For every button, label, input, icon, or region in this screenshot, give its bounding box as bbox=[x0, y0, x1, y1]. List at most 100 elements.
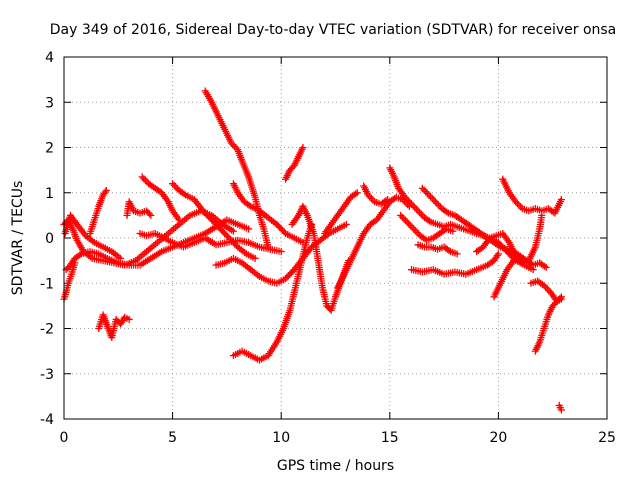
data-point bbox=[245, 201, 253, 209]
x-tick-label: 10 bbox=[272, 430, 290, 446]
series-arc-10 bbox=[169, 180, 259, 262]
data-point bbox=[445, 246, 453, 254]
data-point bbox=[342, 220, 350, 228]
data-point bbox=[147, 211, 155, 219]
series-arc-14 bbox=[229, 220, 316, 364]
data-point bbox=[425, 191, 433, 199]
chart-title: Day 349 of 2016, Sidereal Day-to-day VTE… bbox=[50, 22, 617, 38]
data-point bbox=[277, 248, 285, 256]
data-point bbox=[543, 285, 551, 293]
data-point bbox=[125, 315, 133, 323]
data-point bbox=[145, 210, 153, 218]
data-point bbox=[299, 144, 307, 151]
series-arc-19 bbox=[360, 182, 392, 208]
data-point bbox=[557, 295, 565, 303]
data-point bbox=[141, 176, 149, 184]
data-point bbox=[116, 254, 124, 262]
data-point bbox=[541, 262, 549, 270]
series-arc-07 bbox=[123, 198, 155, 219]
data-point bbox=[400, 215, 408, 223]
y-tick-label: 3 bbox=[45, 95, 54, 111]
data-point bbox=[411, 203, 419, 211]
data-point bbox=[516, 252, 524, 260]
y-tick-label: -1 bbox=[40, 276, 54, 292]
data-point bbox=[416, 209, 424, 217]
series-arc-24 bbox=[408, 250, 502, 278]
data-point bbox=[494, 250, 502, 258]
data-point bbox=[410, 225, 418, 233]
series-arc-13 bbox=[229, 180, 307, 247]
data-point bbox=[180, 190, 188, 198]
data-point bbox=[423, 189, 431, 197]
series-arc-15 bbox=[282, 144, 307, 183]
data-point bbox=[403, 218, 411, 226]
x-tick-label: 0 bbox=[60, 430, 69, 446]
data-point bbox=[414, 207, 422, 215]
series-arc-28 bbox=[531, 293, 565, 355]
series-arc-18 bbox=[334, 193, 413, 292]
data-points bbox=[60, 87, 565, 414]
y-axis-label: SDTVAR / TECUs bbox=[10, 181, 26, 296]
data-point bbox=[175, 216, 183, 224]
data-point bbox=[495, 242, 503, 250]
series-arc-08 bbox=[138, 173, 183, 224]
data-point bbox=[514, 253, 522, 261]
series-arc-21 bbox=[397, 211, 457, 244]
data-point bbox=[169, 180, 177, 188]
data-point bbox=[433, 199, 441, 207]
y-tick-label: 0 bbox=[45, 231, 54, 247]
y-tick-label: 1 bbox=[45, 186, 54, 202]
data-point bbox=[352, 190, 360, 198]
data-point bbox=[229, 227, 237, 235]
x-tick-label: 15 bbox=[381, 430, 399, 446]
data-point bbox=[245, 225, 253, 233]
data-point bbox=[76, 251, 84, 259]
data-point bbox=[397, 211, 405, 219]
x-tick-label: 5 bbox=[168, 430, 177, 446]
data-point bbox=[417, 210, 425, 218]
data-point bbox=[430, 196, 438, 204]
y-tick-label: -3 bbox=[40, 367, 54, 383]
data-point bbox=[408, 223, 416, 231]
data-point bbox=[231, 142, 239, 150]
data-point bbox=[402, 216, 410, 224]
data-point bbox=[515, 201, 523, 209]
series-arc-09 bbox=[136, 229, 285, 256]
x-tick-label: 25 bbox=[598, 430, 616, 446]
data-point bbox=[453, 250, 461, 258]
data-point bbox=[398, 213, 406, 221]
series-arc-22 bbox=[414, 241, 461, 258]
data-point bbox=[140, 175, 148, 183]
data-point bbox=[411, 227, 419, 235]
series-arc-16 bbox=[288, 202, 353, 314]
series-arc-17 bbox=[321, 189, 361, 237]
x-axis-label: GPS time / hours bbox=[277, 458, 394, 474]
series-arc-26 bbox=[490, 252, 524, 301]
data-point bbox=[367, 194, 375, 202]
series-arc-29 bbox=[527, 277, 565, 305]
grid bbox=[64, 57, 607, 419]
series-arc-23 bbox=[418, 184, 550, 271]
data-point bbox=[102, 186, 110, 194]
axis-ticks: -4 -3 -2 -1 0 1 2 3 4 0 5 10 15 20 25 bbox=[40, 50, 616, 446]
data-point bbox=[170, 181, 178, 189]
data-point bbox=[418, 184, 426, 192]
data-point bbox=[101, 188, 109, 196]
data-point bbox=[427, 193, 435, 201]
x-tick-label: 20 bbox=[489, 430, 507, 446]
plot-frame bbox=[63, 56, 608, 420]
data-point bbox=[420, 186, 428, 194]
data-point bbox=[413, 228, 421, 236]
series-arc-27 bbox=[499, 175, 565, 217]
data-point bbox=[443, 208, 451, 216]
data-point bbox=[138, 173, 146, 181]
data-point bbox=[409, 202, 417, 210]
series-arc-04 bbox=[61, 211, 124, 262]
data-point bbox=[428, 194, 436, 202]
data-point bbox=[251, 254, 259, 262]
y-tick-label: -4 bbox=[40, 412, 54, 428]
data-point bbox=[280, 228, 288, 236]
data-point bbox=[431, 198, 439, 206]
